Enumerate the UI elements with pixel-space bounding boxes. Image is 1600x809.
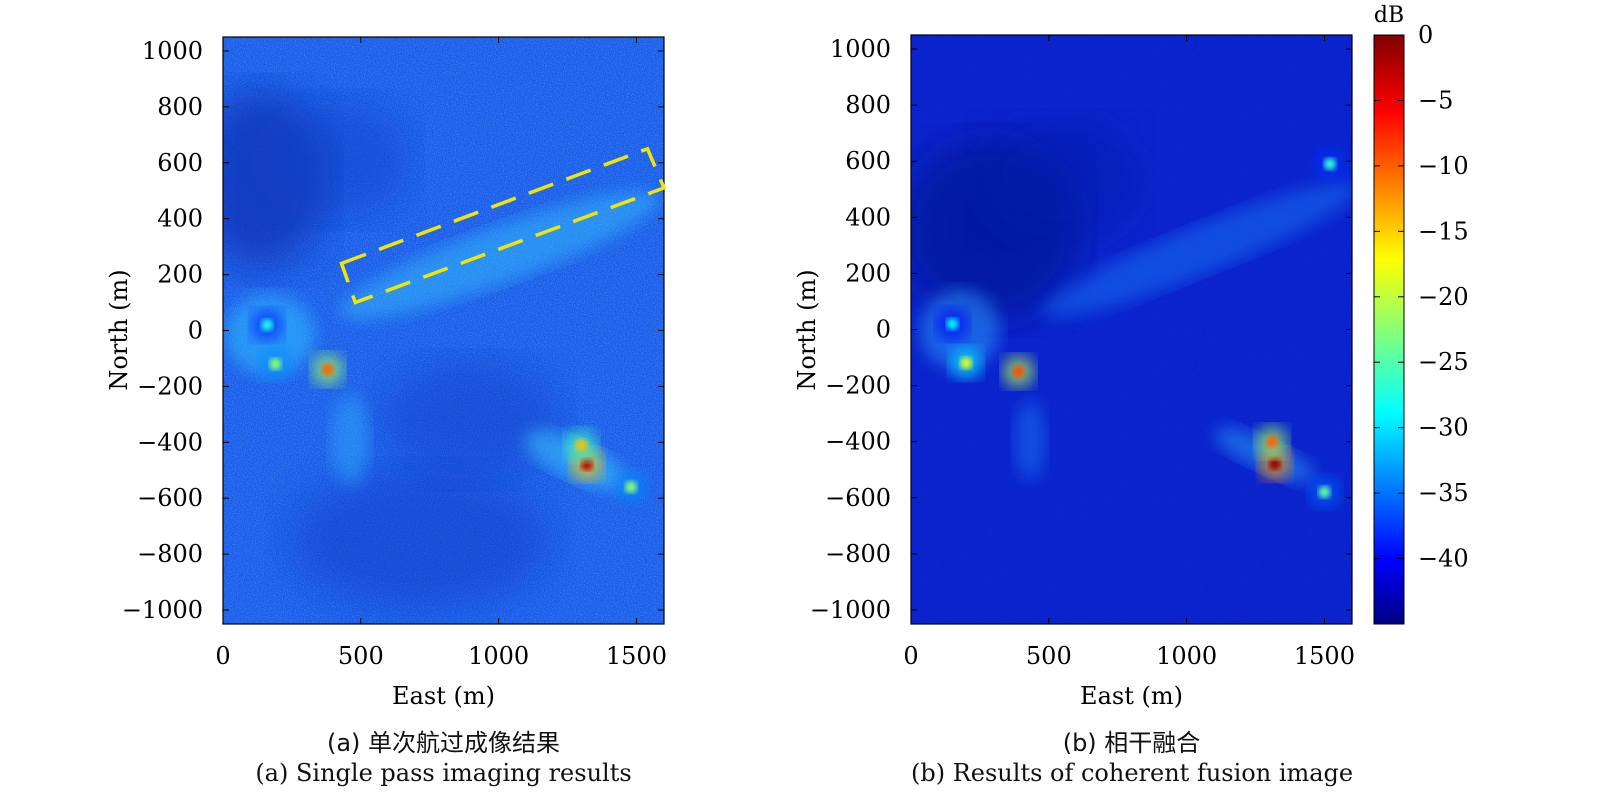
colorbar: dB 0 −5 −10 −15 −20 −25 −30 −35 −40 [1373, 3, 1469, 625]
panel-a-ytick-label: −600 [137, 484, 203, 512]
panel-b-ytick-label: −200 [825, 372, 891, 400]
panel-b-xtick-label: 1000 [1156, 642, 1217, 670]
panel-b-ytick-label: 1000 [830, 35, 891, 63]
panel-b-caption-en: (b) Results of coherent fusion image [911, 759, 1354, 787]
colorbar-tick-label: 0 [1418, 21, 1433, 49]
panel-a-xtick-label: 1500 [606, 642, 667, 670]
panel-b-ytick-label: 400 [845, 203, 891, 231]
panel-a-hotspot [580, 458, 593, 471]
panel-a-hotspot [321, 363, 334, 376]
panel-a-hotspot [575, 439, 588, 452]
panel-b-caption: (b) 相干融合 (b) Results of coherent fusion … [911, 728, 1354, 788]
panel-b-ytick-label: 0 [876, 316, 891, 344]
panel-b-xtick-label: 1500 [1294, 642, 1355, 670]
colorbar-tick-label: −15 [1418, 217, 1469, 245]
panel-a-image [223, 37, 664, 624]
panel-a-ytick-label: 600 [157, 149, 203, 177]
colorbar-ticks: 0 −5 −10 −15 −20 −25 −30 −35 −40 [1374, 21, 1469, 573]
panel-b-ytick-label: 600 [845, 147, 891, 175]
panel-a-ytick-label: 800 [157, 93, 203, 121]
panel-a-xtick-label: 0 [215, 642, 230, 670]
panel-a-xtick-label: 500 [338, 642, 384, 670]
colorbar-gradient [1373, 34, 1405, 625]
panel-b-ytick-label: 200 [845, 259, 891, 287]
panel-a-hotspots [251, 308, 647, 504]
panel-a-caption-en: (a) Single pass imaging results [255, 759, 632, 787]
panel-b-hotspot [960, 357, 973, 370]
panel-b-axes: 0 500 1000 1500 1000 800 600 400 200 0 −200 −400 −60… [810, 35, 1355, 670]
colorbar-tick-label: −35 [1418, 479, 1469, 507]
panel-a-xtick-label: 1000 [468, 642, 529, 670]
panel-b-hotspots [936, 148, 1346, 509]
panel-a-hotspot [624, 481, 637, 494]
panel-b-hotspot [946, 317, 959, 330]
colorbar-tick-label: −5 [1418, 86, 1453, 114]
panel-b-ytick-label: −1000 [810, 596, 891, 624]
panel-a-hotspot [261, 318, 274, 331]
panel-b-hotspot [1318, 486, 1331, 499]
panel-a-dashed-box [339, 146, 667, 305]
panel-a-caption-zh: (a) 单次航过成像结果 [326, 729, 561, 757]
colorbar-unit: dB [1374, 3, 1404, 28]
panel-b-hotspot [1266, 435, 1279, 448]
panel-b-xlabel: East (m) [1080, 682, 1183, 710]
panel-a-ytick-label: 200 [157, 261, 203, 289]
colorbar-tick-label: −10 [1418, 152, 1469, 180]
panel-b-ytick-label: −400 [825, 428, 891, 456]
panel-b-ylabel: North (m) [793, 269, 821, 390]
panel-a-axes: 0 500 1000 1500 1000 800 600 400 200 0 −200 −400 −60… [122, 37, 667, 670]
panel-a-hotspot [269, 358, 282, 371]
panel-b: 0 500 1000 1500 1000 800 600 400 200 0 −200 −400 −60… [793, 34, 1355, 710]
panel-a-ytick-label: −1000 [122, 596, 203, 624]
panel-b-hotspot [1012, 365, 1025, 378]
colorbar-tick-label: −25 [1418, 348, 1469, 376]
panel-b-xtick-label: 500 [1026, 642, 1072, 670]
panel-a-xlabel: East (m) [392, 682, 495, 710]
panel-a-ytick-label: 400 [157, 205, 203, 233]
panel-a-ytick-label: −400 [137, 428, 203, 456]
colorbar-tick-label: −30 [1418, 414, 1469, 442]
panel-a-ytick-label: 1000 [142, 37, 203, 65]
panel-b-xtick-label: 0 [903, 642, 918, 670]
panel-b-image [911, 35, 1352, 624]
panel-a-ytick-label: 0 [188, 317, 203, 345]
panel-b-caption-zh: (b) 相干融合 [1062, 729, 1201, 757]
panel-b-hotspot [1268, 458, 1281, 471]
panel-b-ytick-label: −800 [825, 540, 891, 568]
panel-b-hotspot [1323, 158, 1336, 171]
panel-a-caption: (a) 单次航过成像结果 (a) Single pass imaging res… [223, 728, 664, 788]
colorbar-tick-label: −20 [1418, 283, 1469, 311]
panel-a-ylabel: North (m) [105, 269, 133, 390]
panel-a-ytick-label: −200 [137, 372, 203, 400]
panel-b-ytick-label: −600 [825, 484, 891, 512]
panel-b-ytick-label: 800 [845, 91, 891, 119]
panel-a-ytick-label: −800 [137, 540, 203, 568]
colorbar-tick-label: −40 [1418, 545, 1469, 573]
panel-a: 0 500 1000 1500 1000 800 600 400 200 0 −200 −400 −60… [105, 36, 667, 710]
